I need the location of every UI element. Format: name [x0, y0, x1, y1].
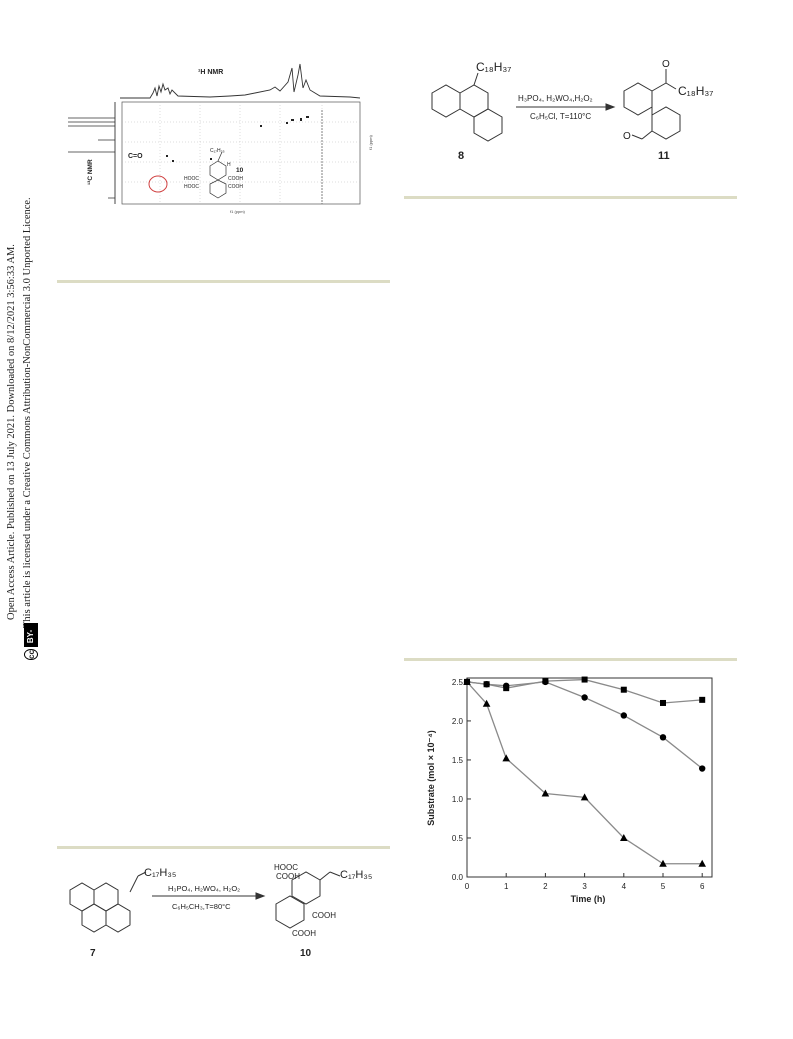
chart-point-triangle [541, 789, 550, 797]
chart-y-tick-label: 0.0 [452, 873, 464, 882]
product-10-cooh-bottom: COOH [292, 929, 316, 938]
chart-x-tick-label: 2 [543, 882, 548, 891]
nmr-x-axis-unit: f1 (ppm) [230, 209, 246, 214]
chart-y-tick-label: 2.5 [452, 678, 464, 687]
chart-y-tick-label: 0.5 [452, 834, 464, 843]
reaction-scheme-7-to-10: C₁₇H₃₅ H₃PO₄, H₂WO₄, H₂O₂ C₆H₅CH₃,T=80°C… [60, 862, 390, 962]
substrate-time-chart: 0 1 2 3 4 5 6 0.0 0.5 1.0 1.5 2.0 2.5 Time (h) Subst… [420, 670, 740, 920]
chart-y-tick-label: 1.0 [452, 795, 464, 804]
chart-series-line-triangle [466, 681, 703, 865]
chart-y-axis-label: Substrate (mol × 10⁻⁴) [426, 730, 436, 825]
chart-plot-frame [466, 677, 713, 878]
chart-point-triangle [482, 699, 491, 707]
reactant-8-substituent: C₁₈H₃₇ [476, 60, 511, 74]
nmr-figure: ¹H NMR ¹³C NMR C=O [60, 60, 380, 220]
top-reagents: H₃PO₄, H₂WO₄,H₂O₂ [518, 94, 593, 103]
chart-point-circle [659, 734, 667, 741]
chart-y-tick-label: 1.5 [452, 756, 464, 765]
compound-label-10: 10 [300, 948, 312, 959]
compound-label-7: 7 [90, 948, 96, 959]
compound-label-8: 8 [458, 150, 464, 162]
chart-x-tick-label: 5 [661, 882, 666, 891]
h-nmr-label: ¹H NMR [198, 69, 223, 76]
inset-h-atom: H [227, 162, 231, 168]
chart-x-axis-label: Time (h) [571, 894, 606, 904]
license-line-published: Open Access Article. Published on 13 Jul… [6, 244, 17, 620]
cc-license-badge[interactable]: cc BY-NC [24, 622, 47, 660]
inset-hooc-1: HOOC [184, 176, 199, 182]
chart-x-tick-label: 3 [582, 882, 587, 891]
chart-point-circle [542, 678, 549, 686]
product-10-hooc: HOOC [274, 863, 298, 872]
chart-point-circle [699, 765, 706, 772]
chart-point-triangle [580, 793, 589, 801]
chart-x-tick-label: 1 [504, 882, 509, 891]
product-10-cooh-top: COOH [276, 872, 300, 881]
chart-point-triangle [502, 754, 510, 762]
chart-point-square [620, 686, 627, 693]
product-10-substituent: C₁₇H₃₅ [340, 869, 372, 881]
inset-compound-label: 10 [236, 167, 244, 174]
product-11-oxygen: O [662, 59, 670, 70]
chart-series-line-circle [466, 681, 703, 770]
chart-point-circle [620, 712, 627, 719]
chart-point-square [660, 699, 666, 706]
chart-x-tick-label: 4 [622, 882, 627, 891]
section-divider [404, 658, 737, 661]
nmr-y-axis-unit: f1 (ppm) [368, 134, 373, 150]
section-divider [404, 196, 737, 199]
compound-label-11: 11 [658, 150, 670, 162]
section-divider [57, 280, 390, 283]
license-sidebar: Open Access Article. Published on 13 Jul… [0, 0, 47, 1039]
section-divider [57, 846, 390, 849]
chart-point-square [699, 696, 706, 703]
chart-point-triangle [463, 677, 471, 685]
top-conditions: C₆H₅Cl, T=110°C [530, 112, 591, 121]
nmr-spectrum-graphic: ¹H NMR ¹³C NMR C=O [68, 63, 373, 214]
c-nmr-label: ¹³C NMR [87, 159, 94, 185]
chart-x-tick-label: 6 [700, 882, 705, 891]
inset-cooh-2: COOH [228, 184, 243, 190]
bottom-conditions: C₆H₅CH₃,T=80°C [172, 902, 231, 911]
chart-point-triangle [620, 833, 628, 841]
chart-x-tick-label: 0 [465, 882, 470, 891]
license-line-terms: This article is licensed under a Creativ… [22, 197, 33, 628]
chart-point-circle [581, 694, 588, 701]
carbonyl-label: C=O [128, 153, 143, 160]
reactant-7-substituent: C₁₇H₃₅ [144, 867, 176, 879]
product-10-cooh-mid: COOH [312, 911, 336, 920]
chart-point-triangle [698, 859, 706, 867]
inset-hooc-2: HOOC [184, 184, 199, 190]
cc-license-label: BY-NC [24, 622, 47, 648]
reaction-scheme-8-to-11: C₁₈H₃₇ H₃PO₄, H₂WO₄,H₂O₂ C₆H₅Cl, T=110°C… [420, 55, 740, 165]
inset-cooh-1: COOH [228, 176, 243, 182]
chart-point-circle [503, 682, 510, 690]
chart-point-triangle [659, 859, 667, 867]
chart-y-tick-label: 2.0 [452, 717, 464, 726]
bottom-reagents: H₃PO₄, H₂WO₄, H₂O₂ [168, 884, 240, 893]
chart-svg: 0 1 2 3 4 5 6 0.0 0.5 1.0 1.5 2.0 2.5 Time (h) Subst… [426, 676, 713, 904]
chart-point-square [581, 676, 588, 683]
product-11-aldehyde-oxygen: O [623, 131, 631, 142]
cc-icon: cc [24, 649, 38, 660]
chart-point-circle [483, 681, 490, 688]
product-11-substituent: C₁₈H₃₇ [678, 84, 713, 98]
inset-substituent: C₁₇H₃₅ [210, 148, 225, 154]
